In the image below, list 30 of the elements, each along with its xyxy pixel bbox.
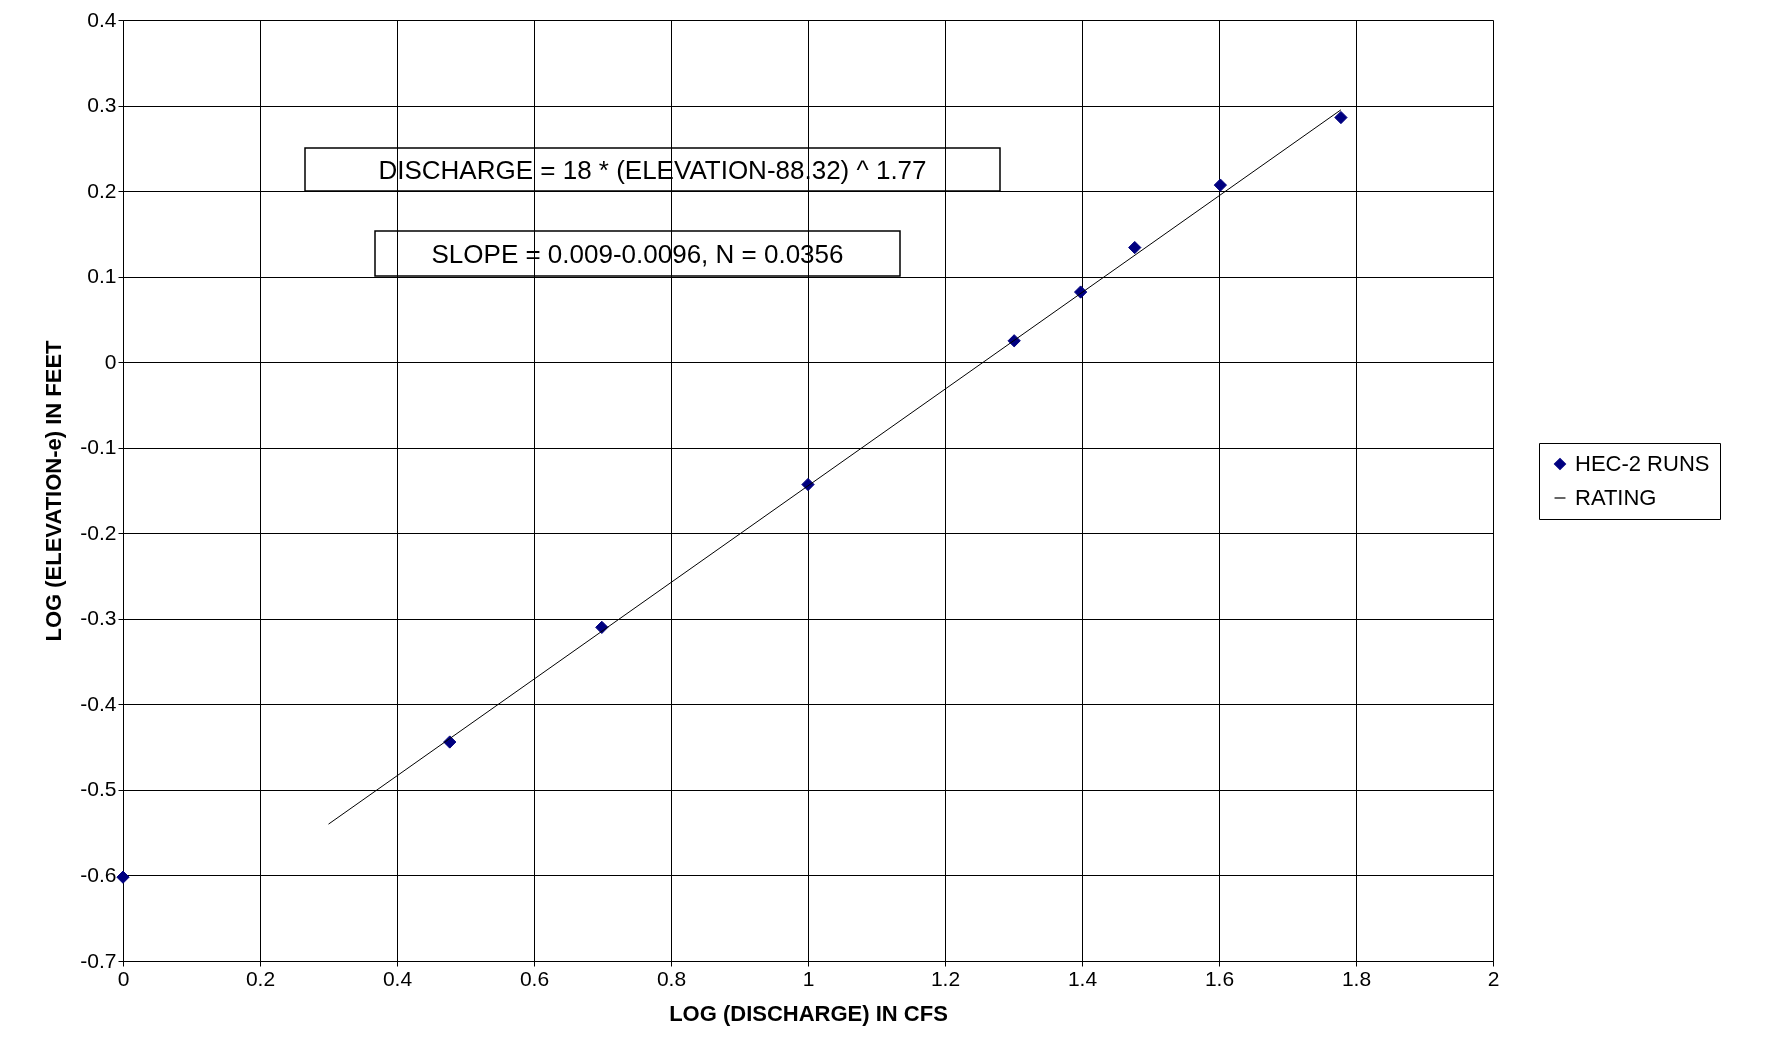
point bbox=[116, 870, 130, 884]
y-tick-label: -0.4 bbox=[80, 691, 117, 715]
x-tick-label: 1.4 bbox=[1067, 966, 1098, 990]
y-tick-label: -0.1 bbox=[80, 435, 117, 459]
y-tick-label: -0.6 bbox=[80, 862, 117, 886]
x-tick-label: 0.4 bbox=[382, 966, 413, 990]
legend-label: HEC-2 RUNS bbox=[1575, 451, 1710, 476]
y-tick-label: -0.5 bbox=[80, 777, 117, 801]
x-tick-label: 1.2 bbox=[930, 966, 961, 990]
y-tick-label: -0.3 bbox=[80, 606, 117, 630]
y-tick-label: -0.7 bbox=[80, 948, 117, 972]
y-tick-label: 0 bbox=[104, 349, 117, 373]
x-tick-label: 0.6 bbox=[519, 966, 550, 990]
y-axis-title: LOG (ELEVATION-e) IN FEET bbox=[41, 339, 67, 642]
x-tick-label: 0.2 bbox=[245, 966, 276, 990]
x-tick-label: 2 bbox=[1487, 966, 1500, 990]
y-tick-label: 0.4 bbox=[87, 7, 117, 31]
point bbox=[1334, 110, 1348, 125]
y-tick-label: 0.1 bbox=[87, 264, 117, 288]
legend-label: RATING bbox=[1575, 485, 1657, 510]
y-tick-label: 0.3 bbox=[87, 93, 117, 117]
x-tick-label: 0.8 bbox=[656, 966, 687, 990]
x-tick-label: 1 bbox=[802, 966, 815, 990]
x-tick-label: 1.6 bbox=[1204, 966, 1235, 990]
point bbox=[1128, 240, 1142, 255]
x-axis-title: LOG (DISCHARGE) IN CFS bbox=[669, 1000, 948, 1026]
y-tick-label: 0.2 bbox=[87, 178, 117, 202]
y-tick-label: -0.2 bbox=[80, 520, 117, 544]
point bbox=[1213, 178, 1227, 192]
x-tick-label: 1.8 bbox=[1341, 966, 1372, 990]
